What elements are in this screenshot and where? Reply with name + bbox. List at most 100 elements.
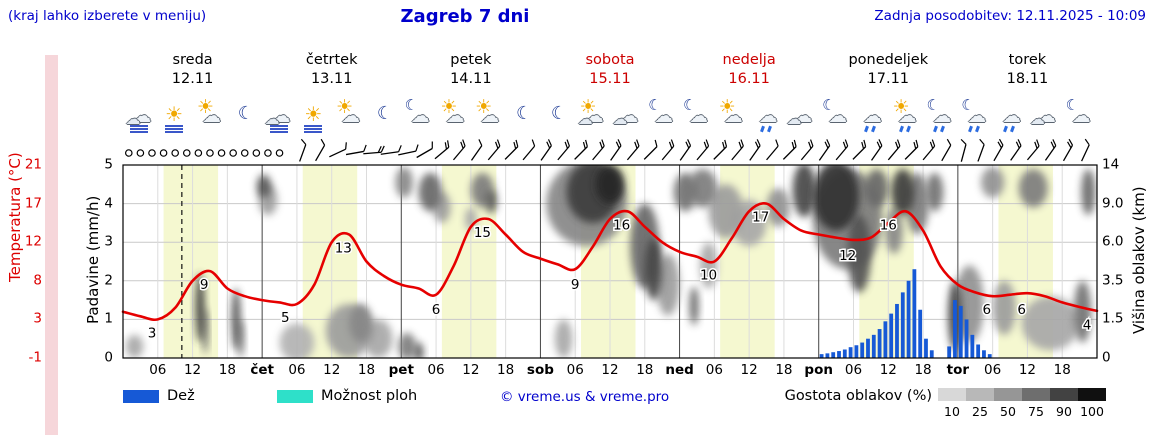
cloud-blob (812, 165, 860, 231)
cloud-density-legend-label: Gostota oblakov (%) (784, 388, 932, 404)
wind-barb-icon (487, 139, 501, 161)
wind-calm-icon (206, 149, 214, 157)
rain-bar (947, 346, 952, 358)
wind-barb-icon (818, 139, 831, 161)
cloud-density-scale-value: 50 (1000, 404, 1016, 419)
wind-barb-icon (610, 139, 622, 161)
wind-barb-icon (557, 139, 570, 161)
temperature-value-label: 16 (880, 217, 897, 233)
wind-barb-icon (661, 139, 675, 161)
wind-barb-icon (540, 139, 552, 161)
cloud-blob (689, 286, 699, 326)
wind-barb-icon (1010, 139, 1022, 161)
rain-bar (819, 354, 824, 358)
left-accent-strip (45, 55, 58, 435)
wind-barb-icon (922, 139, 936, 161)
wind-calm-icon (275, 149, 284, 157)
rain-bar (976, 344, 981, 358)
wind-barb-icon (592, 139, 605, 161)
cloud-density-swatch (1050, 388, 1078, 401)
wind-barb-icon (416, 141, 433, 159)
rain-bar (825, 353, 830, 358)
cloud-blob (349, 303, 373, 343)
rain-legend-label: Dež (167, 388, 195, 404)
wind-barb-icon (434, 140, 450, 160)
cloud-blob (395, 166, 413, 198)
cloud-density-swatch (938, 388, 966, 401)
showers-legend-swatch (277, 390, 313, 403)
credit-link[interactable]: © vreme.us & vreme.pro (500, 389, 670, 405)
wind-calm-icon (252, 149, 261, 157)
rain-bar (970, 334, 975, 358)
wind-calm-icon (194, 149, 203, 157)
temperature-value-label: 6 (432, 302, 441, 318)
cloud-blob (279, 323, 315, 358)
cloud-blob (256, 174, 271, 198)
rain-bar (929, 350, 934, 358)
rain-bar (964, 319, 969, 358)
temperature-value-label: 4 (1083, 318, 1092, 334)
menu-hint: (kraj lahko izberete v meniju) (8, 8, 207, 24)
cloud-density-scale-value: 100 (1080, 404, 1104, 419)
rain-bar (883, 321, 888, 358)
wind-barb-icon (766, 139, 779, 161)
rain-bar (854, 345, 859, 358)
rain-bar (918, 309, 923, 358)
cloud-density-scale-value: 75 (1028, 404, 1044, 419)
temperature-value-label: 17 (752, 210, 769, 226)
cloud-blob (891, 168, 915, 216)
wind-calm-icon (171, 149, 179, 157)
wind-barb-icon (852, 139, 867, 160)
cloud-blob (418, 172, 442, 212)
wind-calm-icon (217, 149, 226, 157)
cloud-blob (708, 184, 744, 239)
page-title: Zagreb 7 dni (400, 6, 530, 27)
wind-barb-icon (315, 138, 326, 162)
cloud-density-scale-value: 90 (1056, 404, 1072, 419)
cloud-blob (673, 172, 697, 212)
cloud-density-swatch (1078, 388, 1106, 401)
cloud-blob (485, 190, 497, 214)
wind-calm-icon (136, 149, 145, 157)
cloud-blob (925, 172, 944, 212)
cloud-blob (195, 273, 205, 343)
cloud-blob (847, 215, 871, 293)
cloud-blob (1073, 280, 1092, 343)
wind-barb-icon (363, 145, 385, 155)
cloud-blob (414, 342, 424, 358)
wind-barb-icon (731, 139, 744, 161)
cloud-blob (595, 165, 625, 204)
rain-bar (889, 313, 894, 358)
cloud-blob (125, 334, 144, 358)
cloud-blob (699, 242, 718, 289)
cloud-blob (992, 280, 1016, 335)
wind-barb-icon (977, 138, 985, 162)
wind-barb-icon (299, 138, 307, 162)
rain-bar (848, 347, 853, 358)
cloud-blob (981, 166, 1005, 198)
wind-barb-icon (504, 139, 519, 160)
rain-bar (860, 342, 865, 358)
wind-calm-icon (240, 149, 249, 157)
rain-bar (866, 338, 870, 358)
wind-barb-icon (398, 144, 419, 156)
wind-barb-icon (452, 139, 466, 161)
rain-bar (831, 352, 836, 358)
wind-barb-icon (1062, 138, 1074, 162)
precipitation-bars (819, 269, 992, 358)
wind-barb-icon (749, 139, 761, 161)
cloud-cover-layer (125, 165, 1096, 358)
rain-bar (912, 269, 917, 358)
wind-barb-icon (904, 139, 919, 160)
wind-barb-icon (643, 139, 658, 160)
wind-barb-icon (835, 139, 849, 161)
rain-bar (958, 305, 963, 358)
wind-row (124, 138, 1090, 162)
rain-bar (987, 354, 992, 358)
wind-calm-icon (159, 149, 168, 157)
cloud-blob (398, 332, 416, 358)
temperature-value-label: 10 (700, 268, 717, 284)
temperature-value-label: 16 (613, 217, 630, 233)
